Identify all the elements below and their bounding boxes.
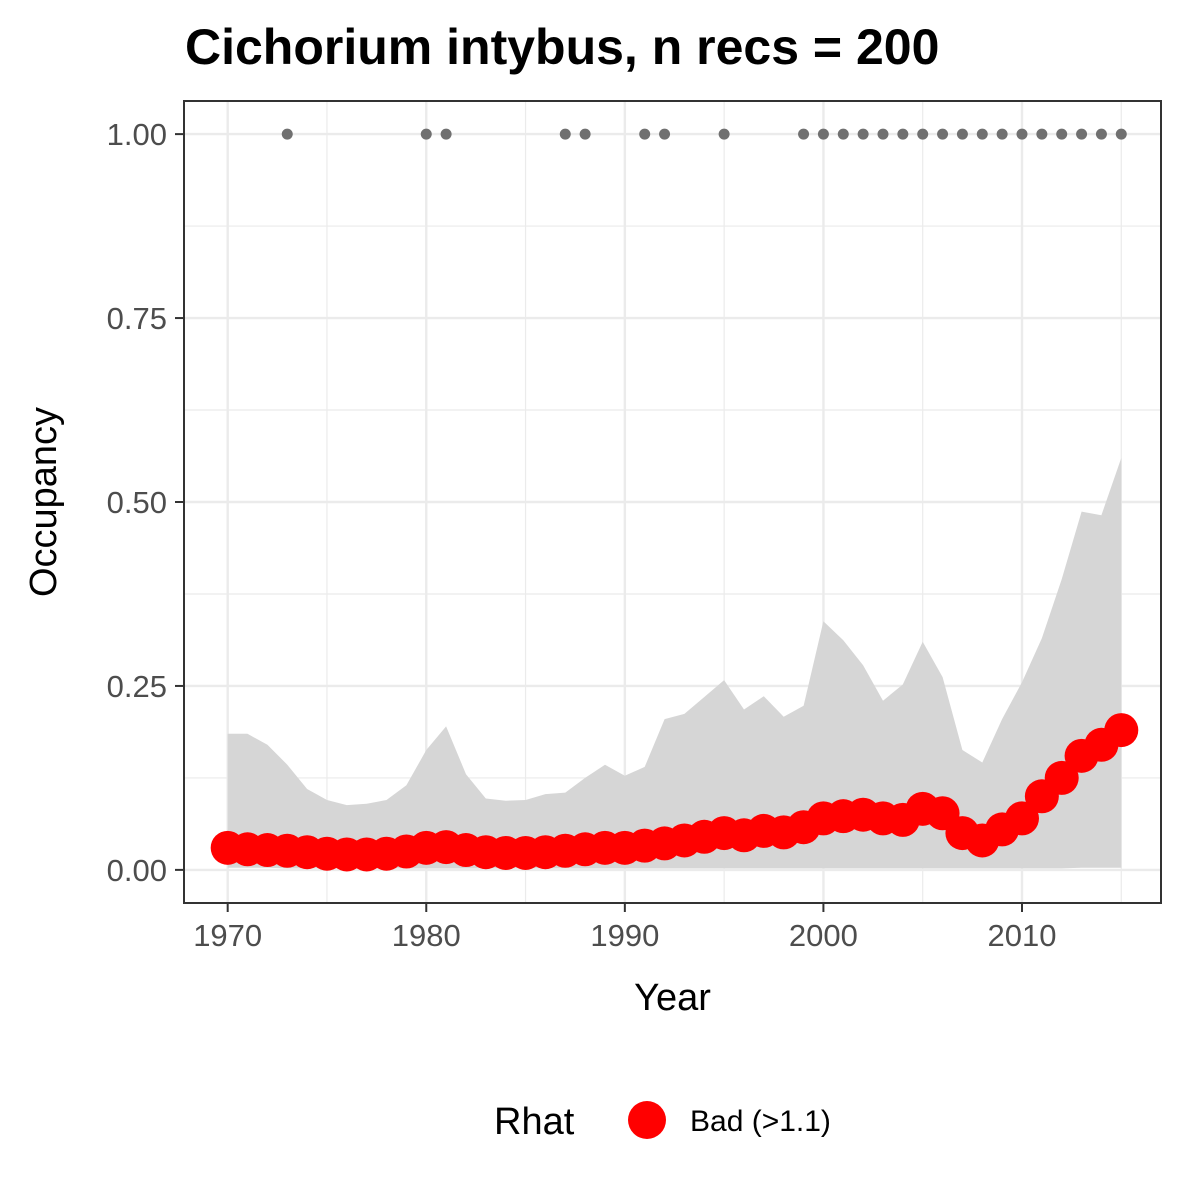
- series-layer: [210, 713, 1139, 872]
- legend-title: Rhat: [494, 1101, 575, 1143]
- series-point: [1104, 713, 1139, 748]
- detection-point: [420, 128, 432, 140]
- y-tick-label: 0.75: [107, 301, 167, 336]
- detection-point: [440, 128, 452, 140]
- detection-point: [1036, 128, 1048, 140]
- confidence-ribbon-layer: [227, 457, 1122, 869]
- detection-point: [897, 128, 909, 140]
- detection-point: [1076, 128, 1088, 140]
- legend: Rhat Bad (>1.1): [494, 1101, 831, 1143]
- axis-ticks: 1970 1980 1990 2000 2010 0.00 0.25 0.50 0.75 1.00: [107, 117, 1057, 953]
- x-tick-label: 2000: [789, 918, 858, 953]
- series-point: [1044, 760, 1079, 795]
- detection-point: [956, 128, 968, 140]
- detection-point: [877, 128, 889, 140]
- y-tick-label: 0.50: [107, 485, 167, 520]
- x-tick-label: 2010: [988, 918, 1057, 953]
- detection-point: [639, 128, 651, 140]
- detection-point: [1115, 128, 1127, 140]
- confidence-ribbon: [227, 457, 1122, 869]
- detection-point: [1095, 128, 1107, 140]
- series-point: [1004, 801, 1039, 836]
- y-axis-title: Occupancy: [23, 407, 65, 597]
- detection-point: [1056, 128, 1068, 140]
- chart-title: Cichorium intybus, n recs = 200: [185, 19, 940, 75]
- legend-key-bad: [628, 1101, 666, 1139]
- x-tick-label: 1990: [590, 918, 659, 953]
- detection-point: [976, 128, 988, 140]
- detection-point: [817, 128, 829, 140]
- detection-point: [857, 128, 869, 140]
- detection-point: [996, 128, 1008, 140]
- detection-point: [837, 128, 849, 140]
- x-axis-title: Year: [634, 977, 711, 1019]
- detection-point: [798, 128, 810, 140]
- detection-point: [579, 128, 591, 140]
- detection-point: [559, 128, 571, 140]
- y-tick-label: 0.00: [107, 853, 167, 888]
- detection-point: [937, 128, 949, 140]
- detection-point: [281, 128, 293, 140]
- x-tick-label: 1970: [193, 918, 262, 953]
- y-tick-label: 0.25: [107, 669, 167, 704]
- detection-point: [659, 128, 671, 140]
- detection-point: [917, 128, 929, 140]
- x-tick-label: 1980: [392, 918, 461, 953]
- y-tick-label: 1.00: [107, 117, 167, 152]
- legend-label-bad: Bad (>1.1): [690, 1105, 831, 1138]
- detection-point: [718, 128, 730, 140]
- detection-points-layer: [281, 128, 1127, 140]
- detection-point: [1016, 128, 1028, 140]
